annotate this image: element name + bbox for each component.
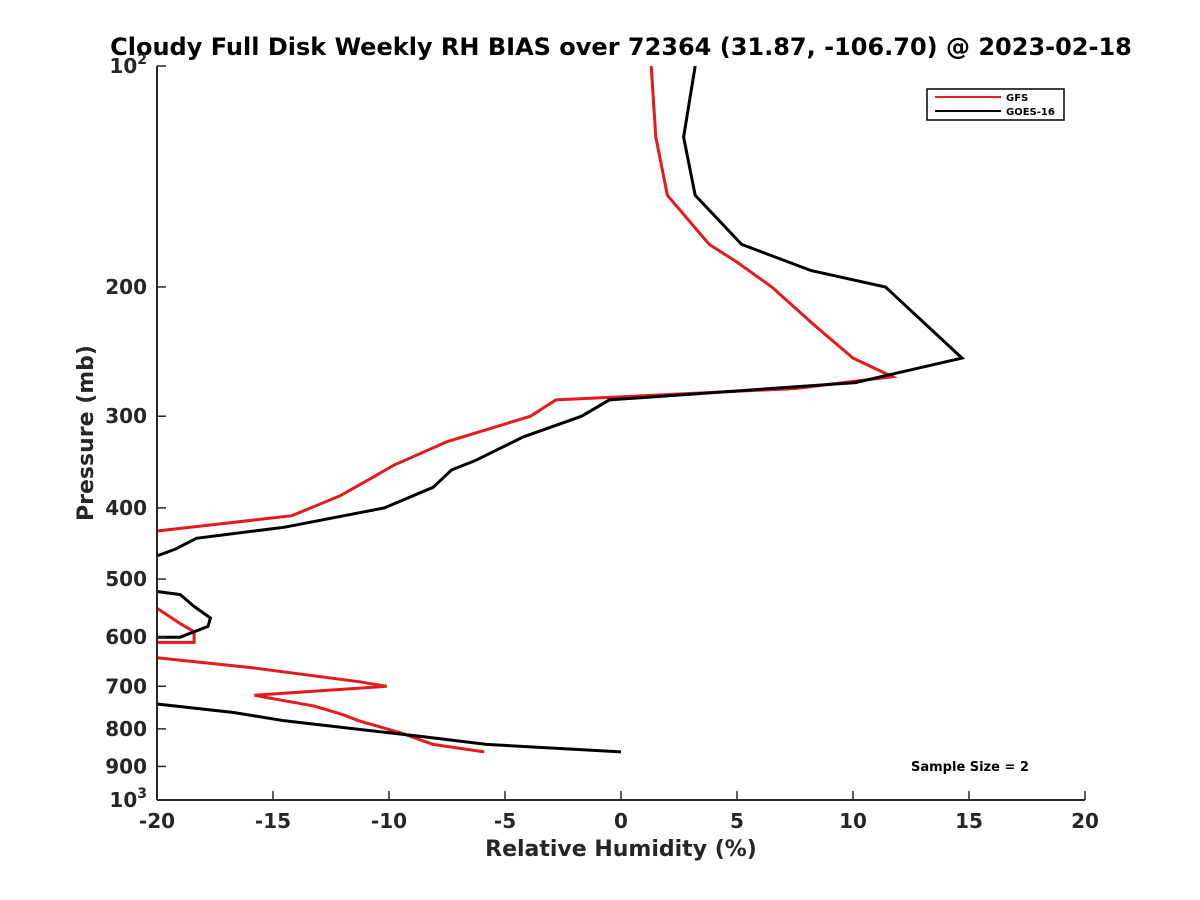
x-axis-label: Relative Humidity (%) — [485, 837, 757, 862]
x-tick-label: 10 — [839, 809, 867, 833]
x-tick-label: -20 — [139, 809, 175, 833]
legend: GFS GOES-16 — [926, 88, 1065, 121]
x-tick-label: -10 — [371, 809, 407, 833]
y-tick-label: 900 — [105, 754, 147, 778]
y-tick-label: 400 — [105, 496, 147, 520]
x-ticks: -20 -15 -10 -5 0 5 10 15 20 — [139, 791, 1099, 833]
plot-lines — [156, 65, 966, 754]
legend-label-gfs: GFS — [1006, 93, 1028, 104]
x-tick-label: -15 — [255, 809, 291, 833]
x-tick-label: 20 — [1071, 809, 1099, 833]
x-tick-label: 5 — [730, 809, 744, 833]
y-tick-label: 300 — [105, 404, 147, 428]
y-tick-label: 600 — [105, 625, 147, 649]
y-ticks: 102 200 300 400 500 600 700 800 900 103 — [105, 52, 166, 812]
y-tick-label: 700 — [105, 674, 147, 698]
x-tick-label: 15 — [955, 809, 983, 833]
legend-box — [926, 88, 1065, 121]
y-tick-label: 102 — [109, 52, 147, 78]
sample-size-annotation: Sample Size = 2 — [911, 760, 1029, 775]
series-line-goes16 — [156, 65, 966, 754]
y-tick-label: 200 — [105, 275, 147, 299]
x-tick-label: -5 — [494, 809, 516, 833]
x-tick-label: 0 — [614, 809, 628, 833]
legend-label-goes16: GOES-16 — [1006, 107, 1055, 118]
y-axis-label: Pressure (mb) — [74, 345, 99, 521]
y-tick-label: 103 — [109, 786, 147, 812]
y-tick-label: 800 — [105, 717, 147, 741]
chart-title: Cloudy Full Disk Weekly RH BIAS over 723… — [110, 33, 1132, 61]
y-tick-label: 500 — [105, 567, 147, 591]
